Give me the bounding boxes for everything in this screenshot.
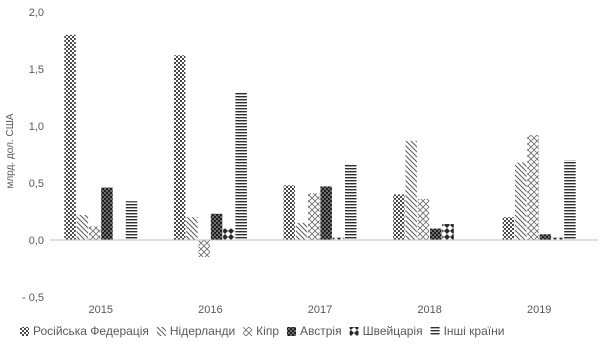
bar-4-2018 xyxy=(430,228,442,240)
y-tick-label: - 0,5 xyxy=(22,292,44,304)
bar-3-2018 xyxy=(417,198,430,240)
bar-3-2019 xyxy=(527,135,539,240)
legend-label: Інші країни xyxy=(444,324,505,338)
legend-swatch xyxy=(430,327,440,336)
x-tick-label: 2017 xyxy=(308,304,332,316)
bar-1-2019 xyxy=(502,217,515,240)
y-tick-label: 1,5 xyxy=(29,64,44,76)
y-axis-title: млрд. дол. США xyxy=(5,113,16,188)
y-tick-label: 2,0 xyxy=(29,7,44,19)
bar-6-2017 xyxy=(345,163,357,240)
bar-6-2015 xyxy=(125,201,138,240)
x-tick-label: 2015 xyxy=(89,304,113,316)
legend-swatch xyxy=(20,327,29,336)
legend-swatch xyxy=(349,327,359,336)
legend-label: Австрія xyxy=(300,324,342,338)
x-tick-label: 2019 xyxy=(527,304,551,316)
bar-2-2017 xyxy=(295,222,308,240)
legend-label: Швейцарія xyxy=(363,324,423,338)
bar-4-2016 xyxy=(210,213,223,240)
bar-6-2019 xyxy=(564,160,576,240)
bar-1-2015 xyxy=(64,34,76,240)
x-axis: 2015 2016 2017 2018 2019 xyxy=(89,304,552,316)
bar-2-2015 xyxy=(76,214,89,240)
x-tick-label: 2016 xyxy=(198,304,222,316)
bar-2-2018 xyxy=(405,140,417,240)
legend-swatch xyxy=(287,327,296,336)
bar-4-2019 xyxy=(539,234,552,240)
bar-5-2017 xyxy=(332,237,345,240)
bar-6-2016 xyxy=(235,91,247,240)
legend-swatch xyxy=(243,327,253,336)
legend-label: Російська Федерація xyxy=(33,324,149,338)
bar-4-2017 xyxy=(320,186,332,240)
y-tick-label: 1,0 xyxy=(29,121,44,133)
legend: Російська Федерація Нідерланди Кіпр Австрія… xyxy=(20,324,504,338)
bar-3-2016 xyxy=(198,240,210,258)
legend-label: Нідерланди xyxy=(170,324,235,338)
y-tick-label: 0,5 xyxy=(29,178,44,190)
bar-5-2016 xyxy=(223,228,235,240)
bar-2-2016 xyxy=(186,217,198,240)
bar-5-2019 xyxy=(551,237,564,240)
y-axis: 2,0 1,5 1,0 0,5 0,0 - 0,5 xyxy=(22,7,44,304)
bar-3-2017 xyxy=(308,193,320,240)
bar-1-2016 xyxy=(173,55,186,240)
bar-3-2015 xyxy=(88,226,101,240)
bar-1-2017 xyxy=(283,185,295,240)
legend-label: Кіпр xyxy=(256,324,279,338)
bar-4-2015 xyxy=(101,187,113,240)
bar-2-2019 xyxy=(515,162,527,240)
y-tick-label: 0,0 xyxy=(29,235,44,247)
x-tick-label: 2018 xyxy=(417,304,441,316)
bars xyxy=(64,34,576,258)
bar-1-2018 xyxy=(393,194,405,240)
bar-5-2018 xyxy=(442,224,454,240)
legend-swatch xyxy=(156,327,166,336)
